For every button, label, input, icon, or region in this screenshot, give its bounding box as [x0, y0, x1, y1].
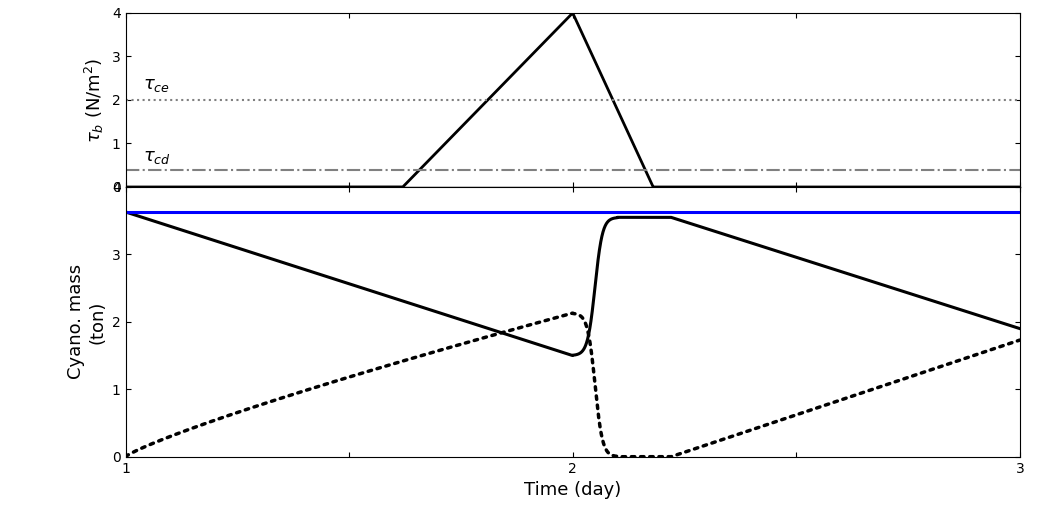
Legend: Cyano. mass in the water, Total mass, Cyano. mass on the bottom: Cyano. mass in the water, Total mass, Cy… [479, 221, 1013, 270]
Y-axis label: $\tau_b$ (N/m$^2$): $\tau_b$ (N/m$^2$) [83, 57, 107, 143]
Text: $\tau_{cd}$: $\tau_{cd}$ [143, 148, 172, 166]
Y-axis label: Cyano. mass
(ton): Cyano. mass (ton) [67, 264, 107, 379]
X-axis label: Time (day): Time (day) [524, 481, 621, 499]
Text: $\tau_{ce}$: $\tau_{ce}$ [143, 76, 170, 94]
